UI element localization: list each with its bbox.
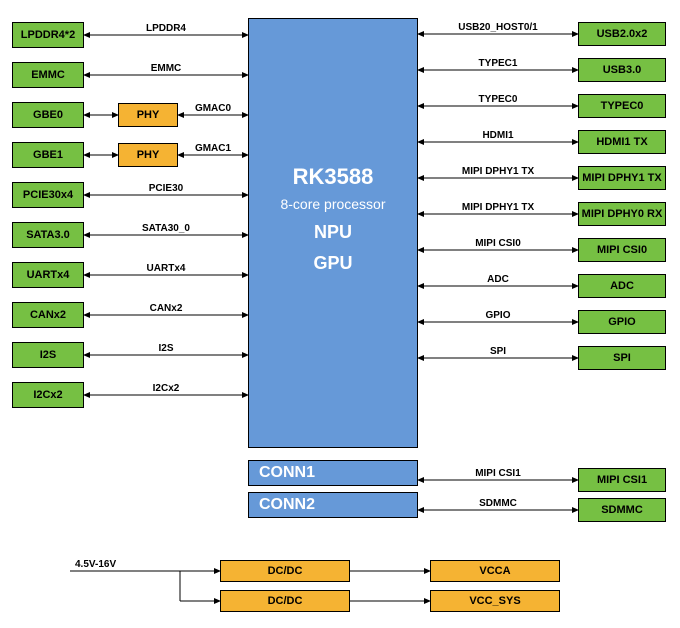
left-wire-label-1: EMMC bbox=[90, 63, 242, 74]
left-block-8: I2S bbox=[12, 342, 84, 368]
left-block-3: GBE1 bbox=[12, 142, 84, 168]
right-wire-label-5: MIPI DPHY1 TX bbox=[424, 202, 572, 213]
cpu-line-0: NPU bbox=[249, 222, 417, 243]
right-extra-block-1: SDMMC bbox=[578, 498, 666, 522]
right-extra-wire-label-1: SDMMC bbox=[424, 498, 572, 509]
left-wire-label-9: I2Cx2 bbox=[90, 383, 242, 394]
right-block-6: MIPI CSI0 bbox=[578, 238, 666, 262]
conn1-block: CONN1 bbox=[248, 460, 418, 486]
left-block-0: LPDDR4*2 bbox=[12, 22, 84, 48]
left-wire-label-3: GMAC1 bbox=[182, 143, 244, 154]
right-wire-label-8: GPIO bbox=[424, 310, 572, 321]
left-block-9: I2Cx2 bbox=[12, 382, 84, 408]
left-wire-label-7: CANx2 bbox=[90, 303, 242, 314]
left-block-5: SATA3.0 bbox=[12, 222, 84, 248]
right-block-2: TYPEC0 bbox=[578, 94, 666, 118]
power-input-label: 4.5V-16V bbox=[75, 559, 155, 570]
right-wire-label-1: TYPEC1 bbox=[424, 58, 572, 69]
cpu-block: RK3588 8-core processor NPU GPU bbox=[248, 18, 418, 448]
left-block-1: EMMC bbox=[12, 62, 84, 88]
phy-block-2: PHY bbox=[118, 103, 178, 127]
right-wire-label-4: MIPI DPHY1 TX bbox=[424, 166, 572, 177]
vcc-block-0: VCCA bbox=[430, 560, 560, 582]
cpu-line-1: GPU bbox=[249, 253, 417, 274]
right-wire-label-3: HDMI1 bbox=[424, 130, 572, 141]
right-block-4: MIPI DPHY1 TX bbox=[578, 166, 666, 190]
right-block-3: HDMI1 TX bbox=[578, 130, 666, 154]
right-block-1: USB3.0 bbox=[578, 58, 666, 82]
right-wire-label-7: ADC bbox=[424, 274, 572, 285]
right-wire-label-2: TYPEC0 bbox=[424, 94, 572, 105]
right-block-7: ADC bbox=[578, 274, 666, 298]
right-block-9: SPI bbox=[578, 346, 666, 370]
left-wire-label-0: LPDDR4 bbox=[90, 23, 242, 34]
left-wire-label-2: GMAC0 bbox=[182, 103, 244, 114]
conn2-block: CONN2 bbox=[248, 492, 418, 518]
cpu-subtitle: 8-core processor bbox=[249, 196, 417, 212]
phy-block-3: PHY bbox=[118, 143, 178, 167]
right-wire-label-0: USB20_HOST0/1 bbox=[424, 22, 572, 33]
right-block-8: GPIO bbox=[578, 310, 666, 334]
left-wire-label-8: I2S bbox=[90, 343, 242, 354]
dcdc-block-1: DC/DC bbox=[220, 590, 350, 612]
left-wire-label-5: SATA30_0 bbox=[90, 223, 242, 234]
left-wire-label-4: PCIE30 bbox=[90, 183, 242, 194]
right-wire-label-9: SPI bbox=[424, 346, 572, 357]
cpu-title: RK3588 bbox=[249, 164, 417, 190]
right-wire-label-6: MIPI CSI0 bbox=[424, 238, 572, 249]
right-block-0: USB2.0x2 bbox=[578, 22, 666, 46]
vcc-block-1: VCC_SYS bbox=[430, 590, 560, 612]
right-block-5: MIPI DPHY0 RX bbox=[578, 202, 666, 226]
right-extra-block-0: MIPI CSI1 bbox=[578, 468, 666, 492]
left-block-2: GBE0 bbox=[12, 102, 84, 128]
left-block-7: CANx2 bbox=[12, 302, 84, 328]
dcdc-block-0: DC/DC bbox=[220, 560, 350, 582]
left-wire-label-6: UARTx4 bbox=[90, 263, 242, 274]
left-block-6: UARTx4 bbox=[12, 262, 84, 288]
left-block-4: PCIE30x4 bbox=[12, 182, 84, 208]
right-extra-wire-label-0: MIPI CSI1 bbox=[424, 468, 572, 479]
